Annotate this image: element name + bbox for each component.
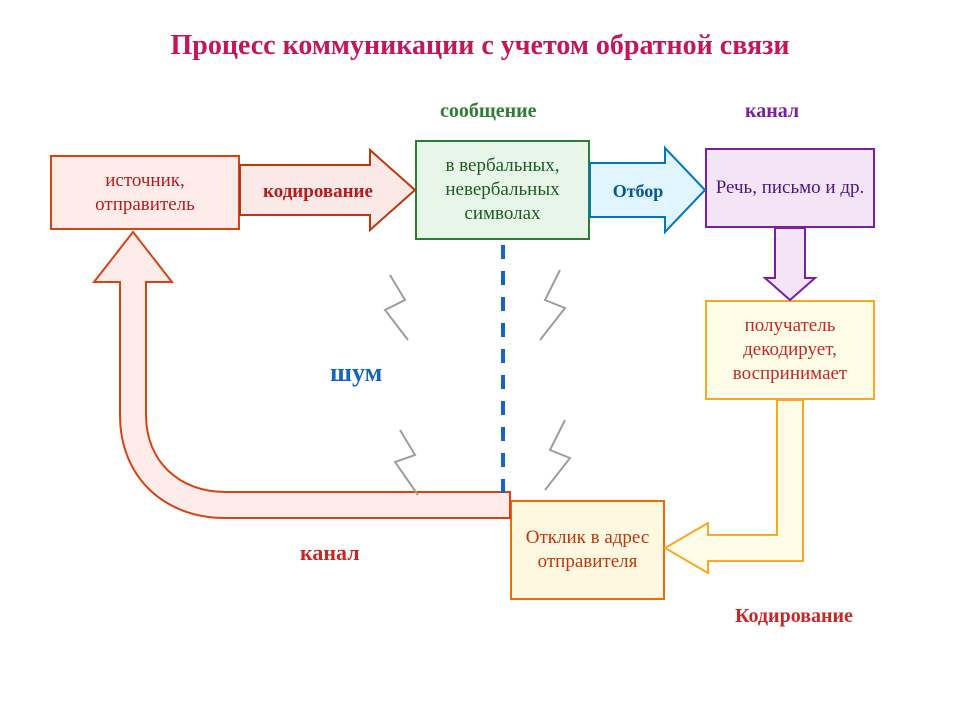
noise-bolts [385,270,570,495]
box-symbols: в вербальных, невербальных символах [415,140,590,240]
label-channel-return: канал [300,540,360,566]
label-channel-top: канал [745,100,799,123]
bolt-icon [540,270,565,340]
bolt-icon [545,420,570,490]
diagram-title: Процесс коммуникации с учетом обратной с… [0,30,960,62]
label-encoding-bottom: Кодирование [735,605,853,628]
box-speech: Речь, письмо и др. [705,148,875,228]
arrow-encoding [240,150,415,230]
arrow-encoding-text: кодирование [263,181,373,202]
arrow-down-receiver [765,228,815,300]
bolt-icon [385,275,408,340]
label-message: сообщение [440,100,537,123]
box-source: источник, отправитель [50,155,240,230]
arrow-selection [590,148,705,232]
arrow-selection-text: Отбор [613,181,664,201]
box-response: Отклик в адрес отправителя [510,500,665,600]
box-receiver: получатель декодирует, воспринимает [705,300,875,400]
arrow-big-return [94,232,510,518]
noise-label: шум [330,358,382,388]
arrow-feedback [665,400,803,573]
bolt-icon [395,430,418,495]
